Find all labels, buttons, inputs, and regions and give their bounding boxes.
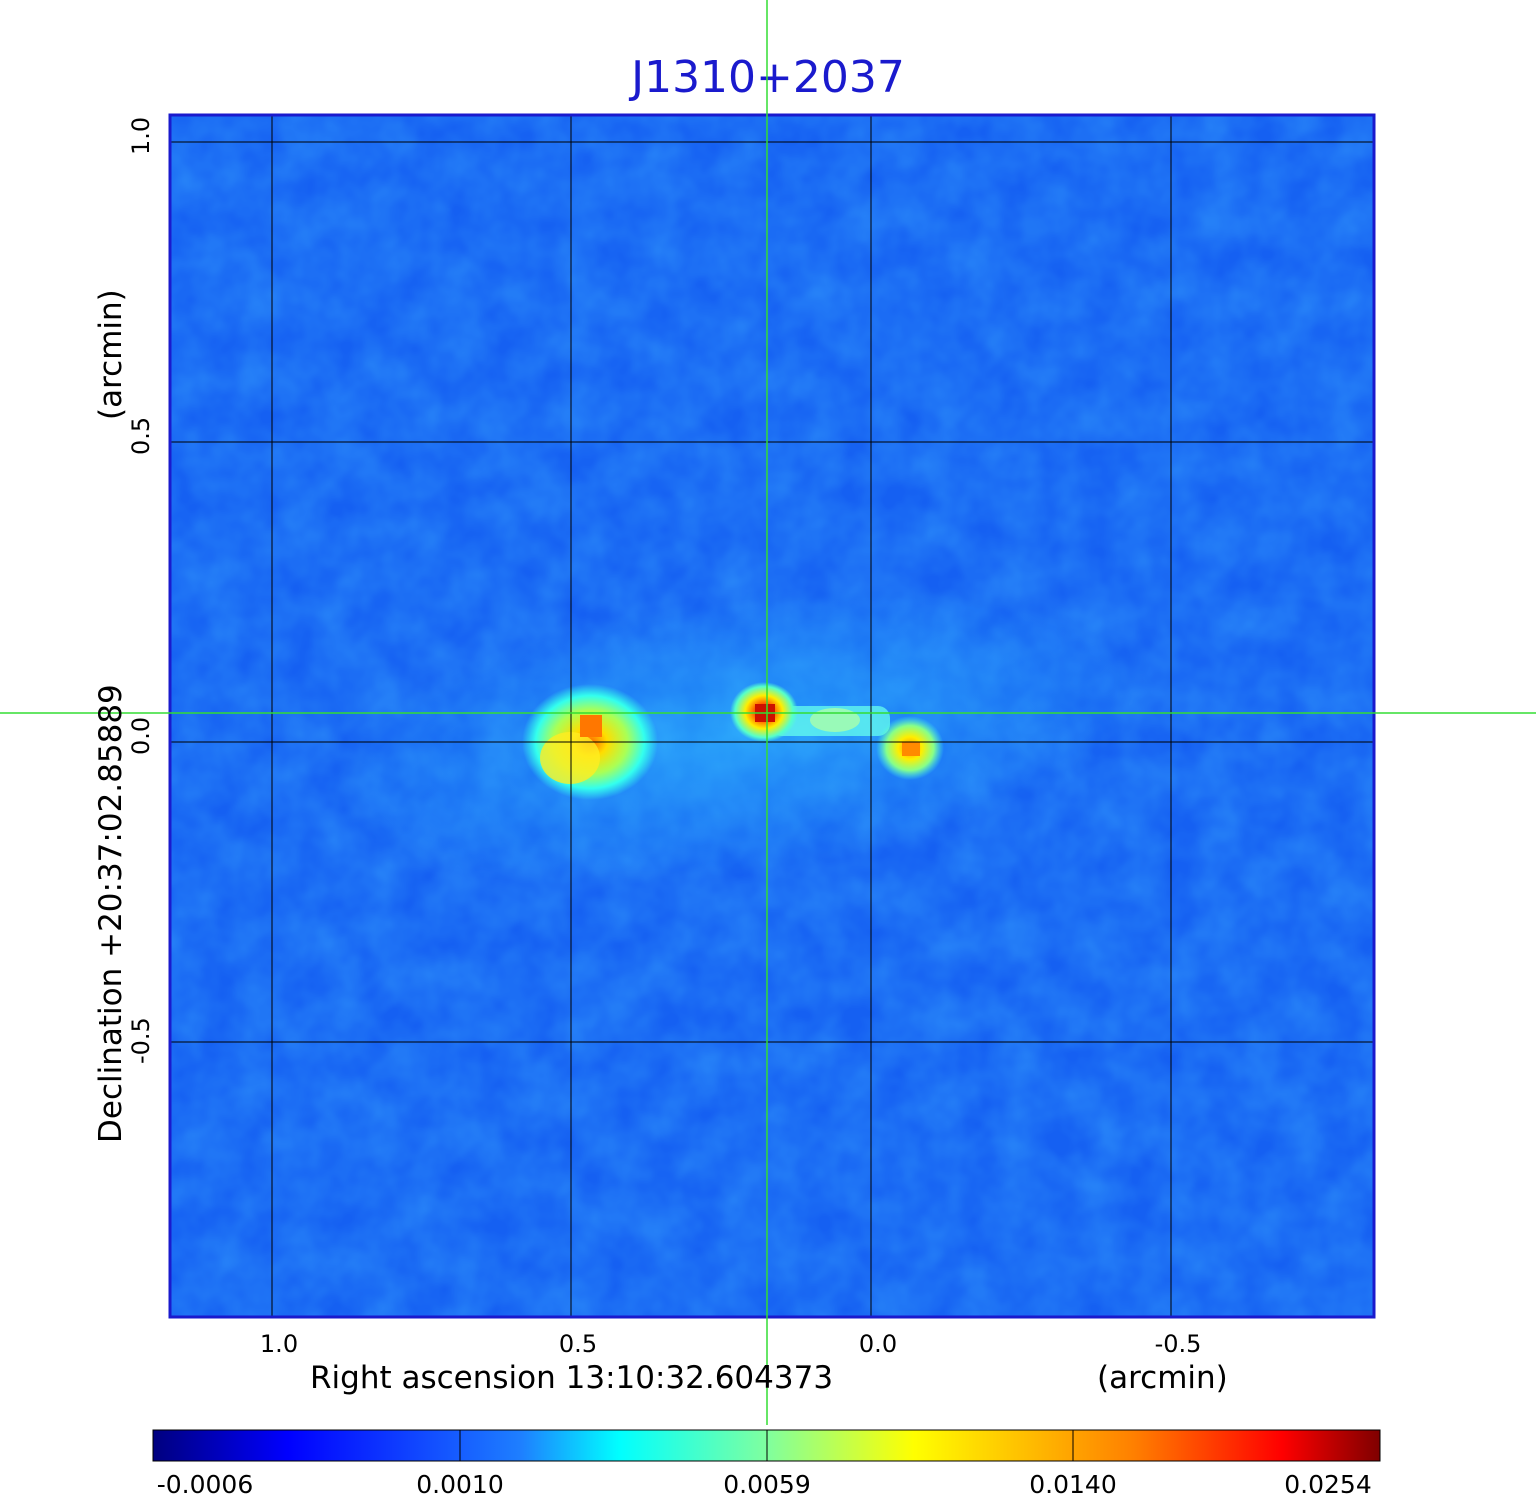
plot-frame — [168, 113, 1376, 1319]
x-tick-label: 0.0 — [858, 1330, 898, 1358]
y-tick-label: 0.0 — [127, 716, 155, 755]
x-tick-label: 1.0 — [259, 1330, 299, 1358]
y-axis-unit-text: (arcmin) — [93, 289, 129, 420]
x-tick-label: -0.5 — [1154, 1330, 1202, 1358]
colorbar-tick-label: 0.0010 — [416, 1470, 504, 1499]
colorbar-tick-label: 0.0254 — [1284, 1470, 1372, 1499]
colorbar-tick-label: -0.0006 — [156, 1470, 254, 1499]
y-axis-label-text: Declination +20:37:02.85889 — [93, 684, 129, 1143]
x-axis-unit: (arcmin) — [1097, 1360, 1228, 1396]
coordinate-grid — [170, 115, 1374, 1317]
figure-title: J1310+2037 — [631, 52, 905, 103]
y-tick-label: 1.0 — [127, 116, 155, 155]
x-axis-label: Right ascension 13:10:32.604373 — [310, 1360, 834, 1396]
intensity-map — [170, 115, 1374, 1317]
colorbar-tick-label: 0.0059 — [723, 1470, 811, 1499]
y-axis-label: Declination +20:37:02.85889 — [93, 684, 129, 1143]
crosshair — [0, 0, 1536, 1425]
x-tick-label: 0.5 — [558, 1330, 598, 1358]
y-tick-label: 0.5 — [127, 416, 155, 455]
colorbar-tick-marks — [459, 1430, 1074, 1461]
y-axis-unit: (arcmin) — [93, 289, 129, 420]
colorbar-tick-label: 0.0140 — [1029, 1470, 1117, 1499]
y-tick-label: -0.5 — [127, 1017, 155, 1064]
